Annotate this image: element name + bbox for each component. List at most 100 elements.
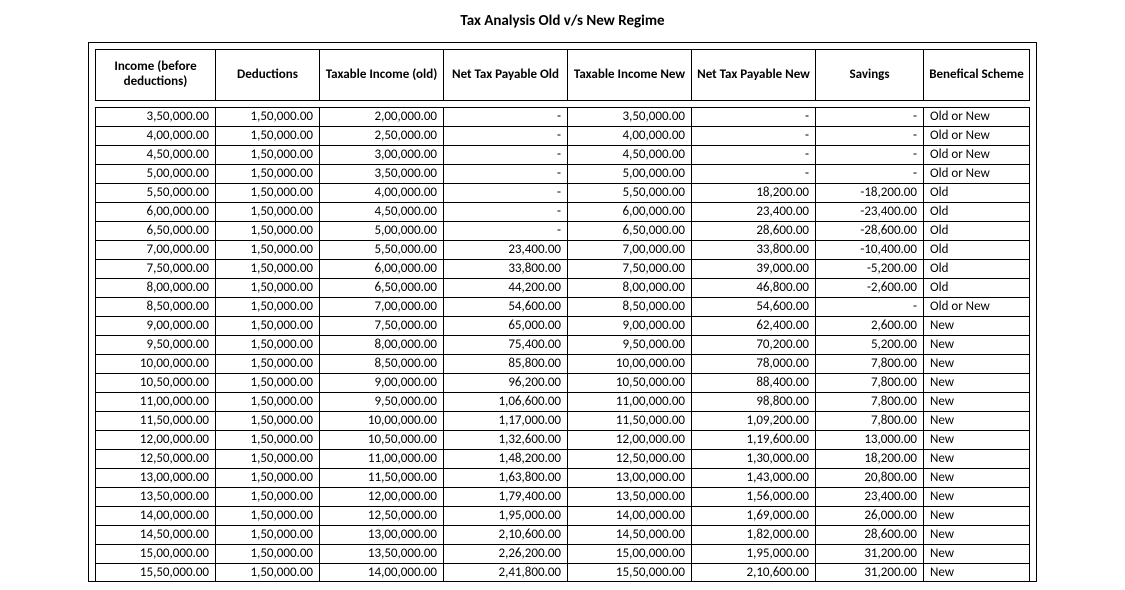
cell: 31,200.00: [816, 564, 924, 583]
cell: -: [444, 165, 568, 184]
cell: 1,50,000.00: [216, 260, 320, 279]
cell: Old: [924, 279, 1030, 298]
cell: 11,50,000.00: [96, 412, 216, 431]
cell: 5,50,000.00: [568, 184, 692, 203]
cell: 1,50,000.00: [216, 241, 320, 260]
cell: 1,50,000.00: [216, 545, 320, 564]
cell: Old: [924, 222, 1030, 241]
table-row: 14,00,000.001,50,000.0012,50,000.001,95,…: [96, 507, 1030, 526]
cell: 6,50,000.00: [568, 222, 692, 241]
cell: 13,00,000.00: [320, 526, 444, 545]
table-row: 6,00,000.001,50,000.004,50,000.00-6,00,0…: [96, 203, 1030, 222]
cell: New: [924, 355, 1030, 374]
table-row: 15,00,000.001,50,000.0013,50,000.002,26,…: [96, 545, 1030, 564]
cell: 12,00,000.00: [320, 488, 444, 507]
table-row: 13,50,000.001,50,000.0012,00,000.001,79,…: [96, 488, 1030, 507]
table-row: 11,50,000.001,50,000.0010,00,000.001,17,…: [96, 412, 1030, 431]
cell: 7,800.00: [816, 374, 924, 393]
cell: 26,000.00: [816, 507, 924, 526]
cell: 1,43,000.00: [692, 469, 816, 488]
cell: -: [444, 108, 568, 127]
cell: 1,17,000.00: [444, 412, 568, 431]
cell: New: [924, 450, 1030, 469]
cell: 78,000.00: [692, 355, 816, 374]
cell: 18,200.00: [816, 450, 924, 469]
cell: 1,50,000.00: [216, 127, 320, 146]
cell: 46,800.00: [692, 279, 816, 298]
cell: 1,50,000.00: [216, 279, 320, 298]
cell: 4,00,000.00: [96, 127, 216, 146]
cell: 11,00,000.00: [96, 393, 216, 412]
cell: Old: [924, 260, 1030, 279]
cell: 5,50,000.00: [96, 184, 216, 203]
cell: 5,50,000.00: [320, 241, 444, 260]
cell: 14,00,000.00: [96, 507, 216, 526]
cell: New: [924, 374, 1030, 393]
cell: 1,50,000.00: [216, 146, 320, 165]
cell: 15,50,000.00: [568, 564, 692, 583]
cell: 6,00,000.00: [568, 203, 692, 222]
cell: 10,50,000.00: [320, 431, 444, 450]
cell: -: [816, 146, 924, 165]
cell: 1,63,800.00: [444, 469, 568, 488]
cell: 11,00,000.00: [568, 393, 692, 412]
cell: Old: [924, 184, 1030, 203]
cell: 5,200.00: [816, 336, 924, 355]
cell: 1,50,000.00: [216, 336, 320, 355]
table-row: 10,50,000.001,50,000.009,00,000.0096,200…: [96, 374, 1030, 393]
cell: 10,50,000.00: [96, 374, 216, 393]
cell: 11,00,000.00: [320, 450, 444, 469]
col-net-tax-new: Net Tax Payable New: [692, 50, 816, 101]
cell: 4,50,000.00: [320, 203, 444, 222]
cell: 13,50,000.00: [320, 545, 444, 564]
cell: 54,600.00: [444, 298, 568, 317]
cell: 1,32,600.00: [444, 431, 568, 450]
cell: New: [924, 469, 1030, 488]
cell: New: [924, 393, 1030, 412]
col-net-tax-old: Net Tax Payable Old: [444, 50, 568, 101]
cell: -: [444, 203, 568, 222]
cell: 8,50,000.00: [320, 355, 444, 374]
table-row: 3,50,000.001,50,000.002,00,000.00-3,50,0…: [96, 108, 1030, 127]
cell: 7,00,000.00: [568, 241, 692, 260]
cell: 4,50,000.00: [568, 146, 692, 165]
cell: 33,800.00: [692, 241, 816, 260]
col-taxable-new: Taxable Income New: [568, 50, 692, 101]
cell: 15,00,000.00: [96, 545, 216, 564]
cell: 9,00,000.00: [568, 317, 692, 336]
cell: 1,50,000.00: [216, 222, 320, 241]
table-row: 14,50,000.001,50,000.0013,00,000.002,10,…: [96, 526, 1030, 545]
cell: 2,600.00: [816, 317, 924, 336]
cell: 1,50,000.00: [216, 374, 320, 393]
cell: 1,50,000.00: [216, 165, 320, 184]
cell: -18,200.00: [816, 184, 924, 203]
cell: 1,50,000.00: [216, 184, 320, 203]
header-gap: [96, 101, 1030, 108]
cell: 70,200.00: [692, 336, 816, 355]
cell: 2,26,200.00: [444, 545, 568, 564]
cell: -: [816, 108, 924, 127]
cell: 14,00,000.00: [568, 507, 692, 526]
cell: 9,00,000.00: [320, 374, 444, 393]
cell: -23,400.00: [816, 203, 924, 222]
cell: -: [444, 184, 568, 203]
col-scheme: Benefical Scheme: [924, 50, 1030, 101]
cell: 65,000.00: [444, 317, 568, 336]
cell: -: [444, 222, 568, 241]
cell: -: [444, 146, 568, 165]
cell: 3,00,000.00: [320, 146, 444, 165]
cell: 1,19,600.00: [692, 431, 816, 450]
cell: 1,50,000.00: [216, 564, 320, 583]
cell: 39,000.00: [692, 260, 816, 279]
cell: 6,50,000.00: [320, 279, 444, 298]
cell: 12,00,000.00: [96, 431, 216, 450]
cell: 15,00,000.00: [568, 545, 692, 564]
cell: 1,50,000.00: [216, 393, 320, 412]
cell: 1,48,200.00: [444, 450, 568, 469]
cell: -: [444, 127, 568, 146]
col-savings: Savings: [816, 50, 924, 101]
table-row: 12,50,000.001,50,000.0011,00,000.001,48,…: [96, 450, 1030, 469]
cell: 6,00,000.00: [96, 203, 216, 222]
cell: Old: [924, 203, 1030, 222]
cell: New: [924, 336, 1030, 355]
